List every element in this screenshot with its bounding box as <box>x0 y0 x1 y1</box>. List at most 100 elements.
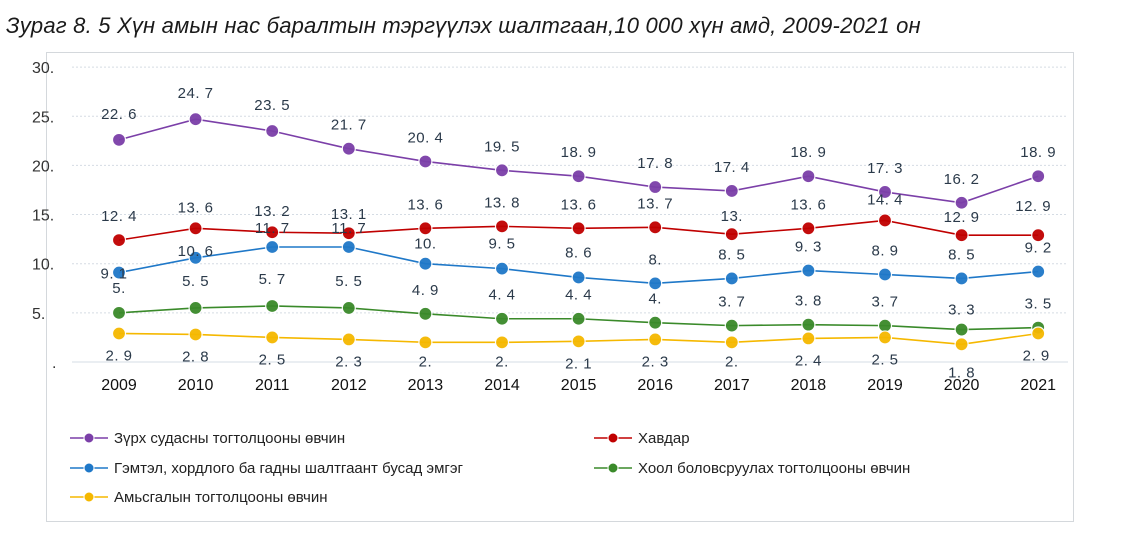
data-point <box>801 317 816 332</box>
chart-frame <box>46 52 1074 522</box>
legend-label: Хоол боловсруулах тогтолцооны өвчин <box>638 460 910 477</box>
data-point <box>188 300 203 316</box>
y-tick-label: 10. <box>32 257 54 274</box>
data-label: 9. 2 <box>1025 240 1052 257</box>
data-label: 4. 9 <box>412 282 439 299</box>
data-point <box>188 250 203 265</box>
data-point <box>648 332 663 347</box>
data-point <box>648 220 663 235</box>
data-label: 3. 5 <box>1025 296 1052 313</box>
data-point <box>418 154 433 169</box>
data-point <box>954 195 969 210</box>
data-label: 22. 6 <box>101 106 137 123</box>
x-tick-label: 2019 <box>867 377 903 394</box>
x-tick-label: 2021 <box>1020 377 1056 394</box>
data-label: 13. 6 <box>561 196 597 213</box>
data-label: 2. <box>495 353 509 370</box>
data-label: 3. 7 <box>871 294 898 311</box>
legend-marker <box>83 462 95 474</box>
data-point <box>111 132 127 147</box>
chart-title: Зураг 8. 5 Хүн амын нас баралтын тэргүүл… <box>6 13 921 38</box>
data-label: 3. 3 <box>948 302 975 319</box>
data-point <box>494 261 510 276</box>
data-point <box>801 221 816 236</box>
data-label: 2. 5 <box>871 351 898 368</box>
x-tick-label: 2012 <box>331 377 367 394</box>
data-label: 19. 5 <box>484 138 520 155</box>
data-point <box>1031 228 1046 243</box>
data-point <box>341 141 356 156</box>
data-label: 20. 4 <box>407 129 443 146</box>
x-tick-label: 2016 <box>637 377 673 394</box>
data-point <box>724 227 739 242</box>
data-point <box>265 330 280 345</box>
data-label: 8. 9 <box>871 243 898 260</box>
data-label: 1. 8 <box>948 364 975 381</box>
data-point <box>188 221 203 236</box>
data-point <box>494 163 510 178</box>
data-label: 9. 3 <box>795 239 822 256</box>
data-point <box>494 335 510 350</box>
data-point <box>571 169 586 184</box>
data-label: 14. 4 <box>867 191 903 208</box>
data-point <box>724 335 739 350</box>
data-label: 12. 9 <box>944 209 980 226</box>
data-point <box>418 221 433 236</box>
data-label: 2. <box>725 353 739 370</box>
series-points <box>111 112 1046 352</box>
data-label: 5. 7 <box>259 271 286 288</box>
data-point <box>418 335 433 350</box>
data-label: 8. 5 <box>718 246 745 263</box>
data-label: 18. 9 <box>790 144 826 161</box>
x-tick-label: 2011 <box>255 377 290 394</box>
data-point <box>341 300 356 316</box>
data-point <box>724 183 739 199</box>
data-point <box>265 225 280 240</box>
y-tick-label: 5. <box>32 306 45 323</box>
data-point <box>571 221 586 236</box>
data-label: 21. 7 <box>331 117 367 134</box>
data-label: 24. 7 <box>178 85 214 102</box>
data-point <box>1031 264 1046 279</box>
data-label: 16. 2 <box>944 171 980 188</box>
data-point <box>877 330 893 345</box>
y-tick-label: 30. <box>32 60 54 77</box>
data-label: 17. 8 <box>637 155 673 172</box>
data-point <box>341 226 356 241</box>
data-label: 10. <box>414 236 436 253</box>
grid-layer <box>72 66 1068 363</box>
x-axis-ticks: 2009 2010 2011 2012 2013 2014 2015 2016 2017 2018… <box>101 377 1056 394</box>
data-point <box>571 334 586 349</box>
data-label: 9. 1 <box>100 266 127 283</box>
data-label: 2. 5 <box>259 351 286 368</box>
data-point <box>188 112 203 127</box>
data-label: 8. 6 <box>565 244 592 261</box>
data-point <box>877 318 893 333</box>
data-point <box>341 239 356 255</box>
data-label: 4. 4 <box>565 287 592 304</box>
legend-label: Зүрх судасны тогтолцооны өвчин <box>114 430 345 447</box>
data-point <box>418 256 433 271</box>
data-label: 3. 8 <box>795 293 822 310</box>
data-label: 13. <box>721 208 743 225</box>
legend-label: Гэмтэл, хордлого ба гадны шалтгаант буса… <box>114 460 464 477</box>
data-label: 8. 5 <box>948 246 975 263</box>
data-point <box>954 337 969 352</box>
data-label: 11. 7 <box>255 220 290 237</box>
data-point <box>265 239 280 255</box>
data-label: 3. 7 <box>718 294 745 311</box>
x-tick-label: 2018 <box>791 377 827 394</box>
data-label: 13. 8 <box>484 194 520 211</box>
data-point <box>265 298 280 314</box>
y-axis-ticks: 30. 25. 20. 15. 10. 5.. <box>32 60 56 372</box>
data-label: 4. <box>648 291 662 308</box>
data-label: 9. 5 <box>488 236 515 253</box>
data-point <box>877 267 893 282</box>
data-label: 8. <box>648 251 662 268</box>
data-point <box>648 179 663 195</box>
data-point <box>494 311 510 326</box>
y-tick-label: 25. <box>32 109 54 126</box>
data-label: 2. 3 <box>335 353 362 370</box>
data-point <box>954 322 969 337</box>
data-label: 11. 7 <box>331 220 366 237</box>
